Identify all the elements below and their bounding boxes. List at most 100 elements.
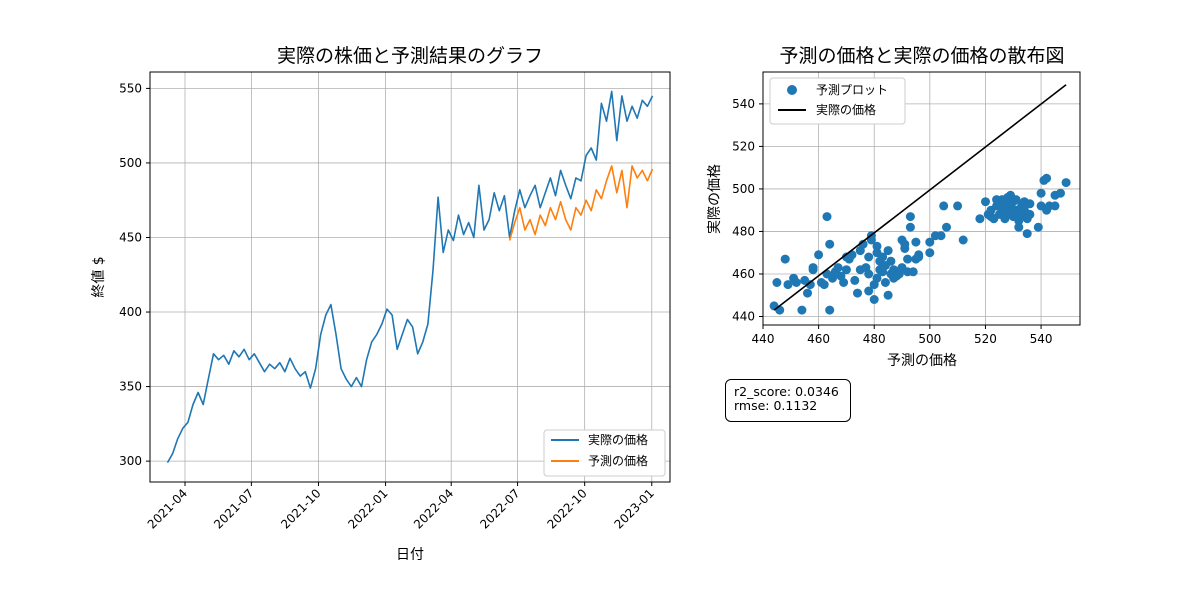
scatter-chart-ylabel: 実際の価格 [707,164,723,234]
scatter-point [864,286,874,296]
scatter-point [833,263,843,273]
scatter-point [850,275,860,285]
x-tick-label: 2022-07 [477,486,522,531]
scatter-point [825,305,835,315]
y-tick-label: 300 [119,454,142,468]
rmse-text: rmse: 0.1132 [734,398,818,413]
r2-score-text: r2_score: 0.0346 [734,384,839,399]
line-chart-title: 実際の株価と予測結果のグラフ [277,45,543,67]
scatter-point [864,269,874,279]
y-tick-label: 520 [732,139,755,153]
scatter-point [797,305,807,315]
scatter-point [1036,188,1046,198]
x-tick-label: 2021-07 [211,486,256,531]
scatter-point [975,214,985,224]
scatter-point [900,239,910,249]
line-chart-legend-box [543,429,666,477]
scatter-point [939,201,949,211]
scatter-chart-legend-box [769,77,906,125]
scatter-point [780,254,790,264]
scatter-point [858,239,868,249]
line-chart-series [166,90,654,463]
scatter-point [925,248,935,258]
scatter-point [903,254,913,264]
y-tick-label: 400 [119,305,142,319]
scatter-point [872,273,882,283]
scatter-point [783,280,793,290]
scatter-point [772,278,782,287]
scatter-point [1056,188,1065,198]
x-tick-label: 2022-01 [345,486,390,531]
legend-label-actual: 実際の価格 [588,432,648,447]
scatter-point [803,288,812,298]
y-tick-label: 350 [119,380,142,394]
line-chart-ylabel: 終値 $ [91,256,107,297]
x-tick-label: 520 [974,332,997,346]
scatter-point [814,250,824,260]
scatter-point [908,267,918,277]
y-tick-label: 480 [732,224,755,238]
legend-label-reference: 実際の価格 [816,102,876,117]
scatter-point [878,252,888,262]
scatter-point [942,222,951,232]
y-tick-label: 500 [119,156,142,170]
scatter-point [839,278,849,287]
scatter-point [1022,229,1032,239]
metrics-box: r2_score: 0.0346 rmse: 0.1132 [725,379,851,422]
scatter-chart-title: 予測の価格と実際の価格の散布図 [779,45,1064,67]
scatter-point [1061,178,1071,188]
y-tick-label: 540 [732,97,755,111]
scatter-point [1014,222,1024,232]
scatter-point [953,201,963,211]
scatter-point [825,239,835,249]
x-tick-label: 480 [863,332,886,346]
scatter-point [936,231,946,241]
y-tick-label: 500 [732,182,755,196]
scatter-point [1025,199,1035,209]
legend-marker-scatter [787,85,797,95]
line-chart-grid [150,72,670,482]
line-chart: 300 350 400 450 500 550 2021-04 2021-07 2021-10 2… [91,45,671,563]
scatter-point [981,197,990,207]
scatter-point [808,263,818,273]
y-tick-label: 440 [732,309,755,323]
scatter-point [775,305,785,315]
scatter-point [925,237,935,247]
x-tick-label: 2023-01 [612,486,657,531]
scatter-chart: 440 460 480 500 520 540 440 460 480 500 520 540 予測の… [707,45,1081,369]
x-tick-label: 440 [752,332,775,346]
scatter-point [905,222,915,232]
scatter-point [1025,209,1035,219]
scatter-point [872,241,882,251]
scatter-point [869,295,879,304]
scatter-chart-legend: 予測プロット 実際の価格 [769,77,906,125]
scatter-point [958,235,968,245]
legend-label-predicted: 予測の価格 [588,453,648,468]
scatter-point [914,252,924,262]
y-tick-label: 450 [119,230,142,244]
scatter-point [853,288,862,298]
scatter-point [886,256,896,266]
x-tick-label: 2022-10 [544,486,589,531]
scatter-point [819,280,829,290]
x-tick-label: 460 [807,332,830,346]
y-tick-label: 550 [119,81,142,95]
scatter-point [841,265,851,275]
scatter-point [822,212,832,222]
x-tick-label: 2021-10 [278,486,323,531]
scatter-point [883,246,893,256]
scatter-point [883,290,893,300]
scatter-chart-xlabel: 予測の価格 [887,353,957,369]
scatter-chart-series [769,84,1071,315]
line-chart-xlabel: 日付 [396,547,424,563]
scatter-point [864,252,874,262]
scatter-point [905,212,915,222]
scatter-point [911,237,921,247]
scatter-point [1033,222,1043,232]
scatter-point [1050,201,1060,211]
series-line-predicted [508,165,654,241]
legend-label-scatter: 予測プロット [816,83,888,97]
x-tick-label: 540 [1030,332,1053,346]
